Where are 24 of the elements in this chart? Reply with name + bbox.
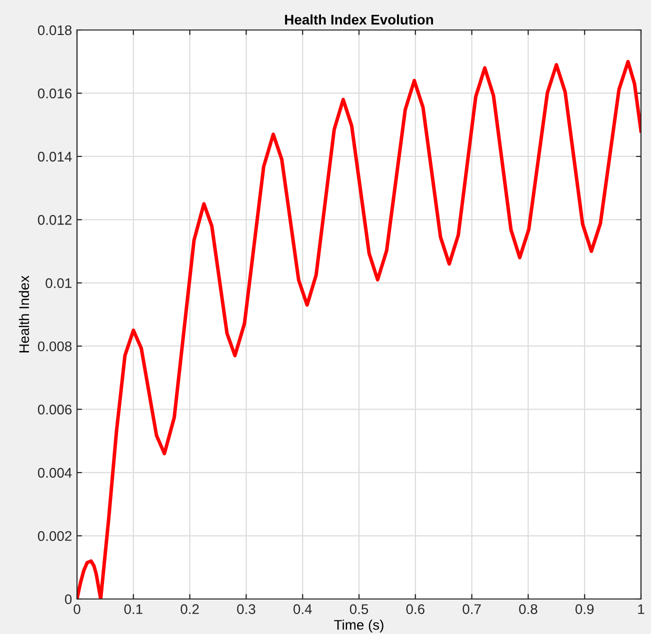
x-tick-label: 0.4 bbox=[293, 604, 312, 614]
y-tick-label: 0.002 bbox=[38, 531, 72, 541]
y-tick-label: 0.014 bbox=[38, 152, 72, 162]
x-tick-label: 0.9 bbox=[575, 604, 594, 614]
x-axis-title: Time (s) bbox=[334, 620, 384, 633]
x-tick-label: 0.6 bbox=[406, 604, 424, 614]
x-tick-label: 1 bbox=[638, 604, 644, 614]
y-tick-label: 0.016 bbox=[38, 88, 72, 98]
x-tick-label: 0.5 bbox=[350, 604, 368, 614]
x-tick-label: 0.3 bbox=[237, 604, 256, 614]
x-tick-label: 0 bbox=[74, 604, 80, 614]
y-tick-label: 0.01 bbox=[46, 278, 72, 288]
y-tick-label: 0.006 bbox=[38, 404, 72, 415]
x-tick-label: 0.8 bbox=[519, 604, 538, 614]
y-tick-label: 0.012 bbox=[38, 215, 72, 225]
y-axis-title: Health Index bbox=[18, 276, 30, 352]
y-tick-label: 0.004 bbox=[38, 468, 72, 478]
y-tick-label: 0 bbox=[64, 594, 72, 604]
x-tick-label: 0.1 bbox=[124, 604, 142, 614]
y-tick-label: 0.008 bbox=[38, 341, 72, 352]
x-tick-label: 0.7 bbox=[462, 604, 481, 614]
chart-title: Health Index Evolution bbox=[285, 14, 433, 25]
x-tick-label: 0.2 bbox=[180, 604, 199, 614]
y-tick-label: 0.018 bbox=[38, 25, 72, 36]
